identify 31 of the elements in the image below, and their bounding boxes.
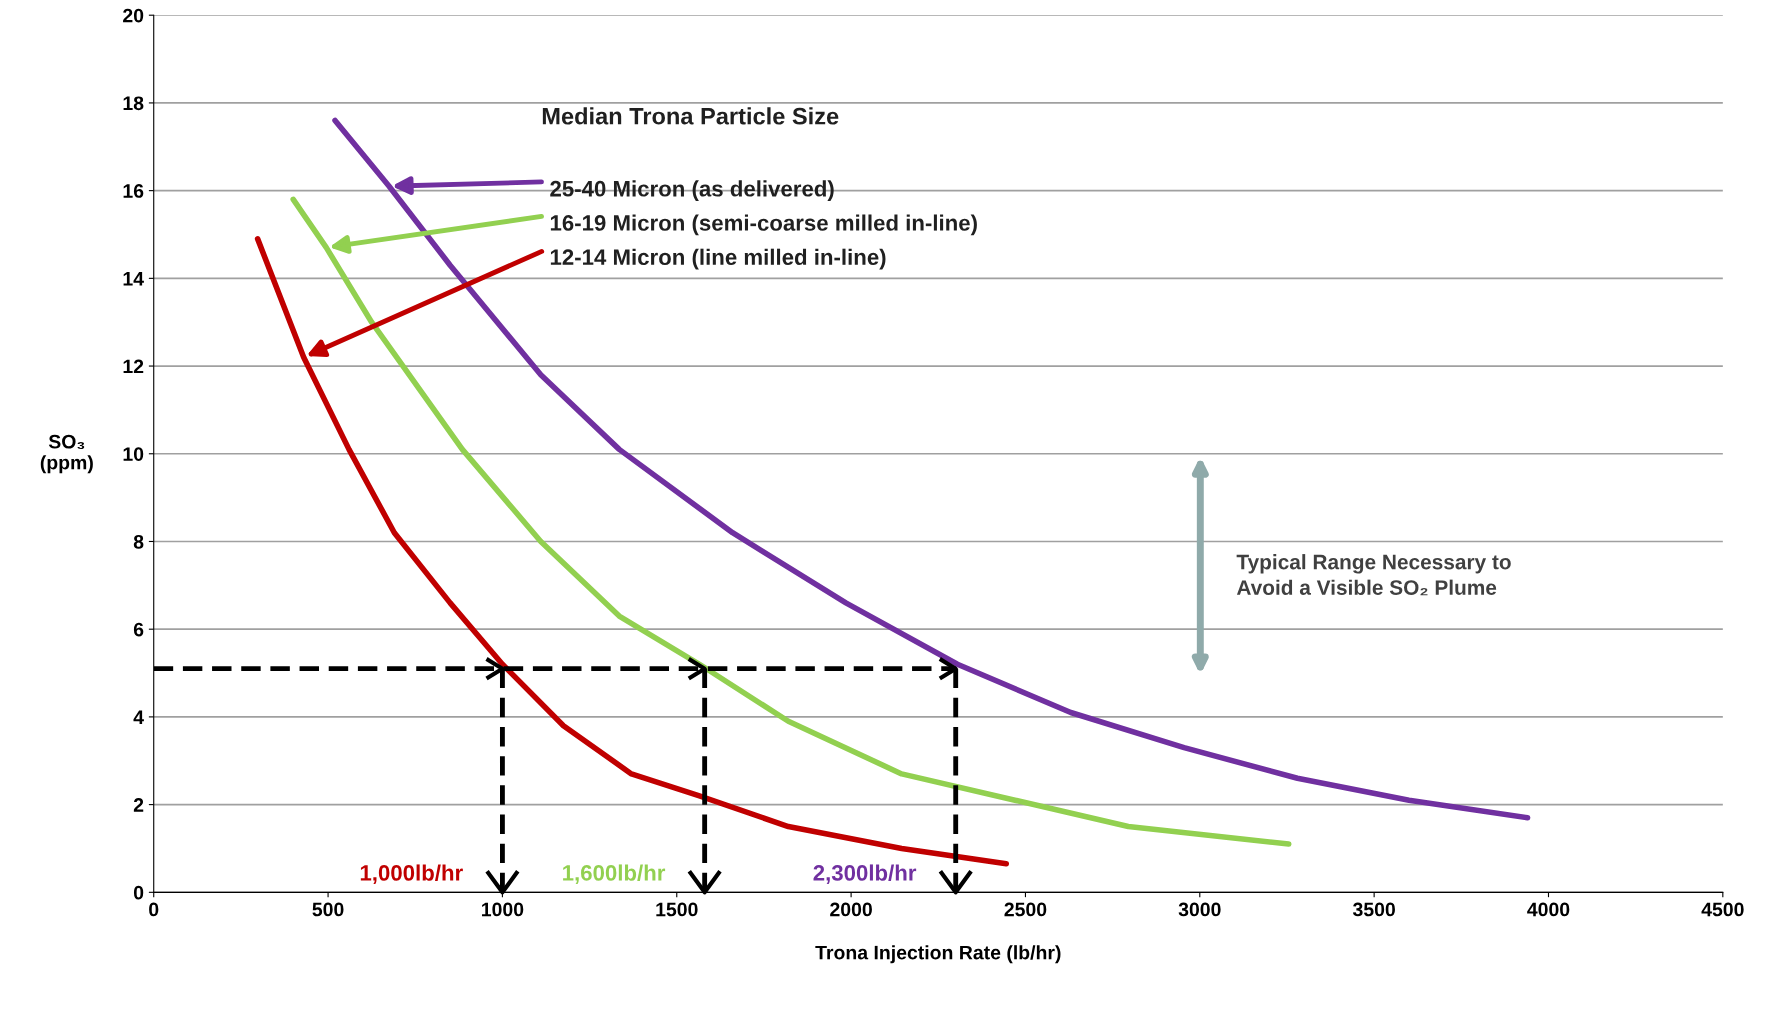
annotation: Typical Range Necessary to Avoid a Visible SO₂ Plume [1236,554,1511,596]
annotation: 12-14 Micron (line milled in-line) [550,248,886,270]
annotation: 25-40 Micron (as delivered) [550,180,834,201]
x-tick-label: 4500 [1701,902,1744,917]
y-tick-label: 2 [133,798,144,812]
annotation: 2,300lb/hr [813,864,917,884]
x-axis-title: Trona Injection Rate (lb/hr) [815,945,1061,964]
y-tick-label: 6 [133,622,144,637]
x-tick-label: 2000 [830,902,872,917]
x-tick-label: 1000 [482,902,524,917]
y-tick-label: 18 [123,96,144,111]
y-tick-label: 12 [123,359,144,374]
annotation: 1,000lb/hr [360,864,463,884]
y-tick-label: 16 [123,184,144,198]
x-tick-label: 3500 [1352,902,1395,917]
y-tick-label: 0 [133,885,144,900]
x-tick-label: 3000 [1178,902,1221,917]
annotation: 16-19 Micron (semi-coarse milled in-line) [550,214,977,236]
x-tick-label: 2500 [1004,902,1047,917]
y-tick-label: 10 [123,447,144,461]
x-tick-label: 4000 [1527,902,1570,917]
y-tick-label: 4 [133,710,144,724]
y-axis-title: SO₃ (ppm) [40,434,93,474]
annotation: 1,600lb/hr [563,864,666,884]
x-tick-label: 1500 [656,902,698,917]
y-tick-label: 14 [123,272,144,286]
x-tick-label: 0 [149,902,159,917]
y-tick-label: 8 [133,534,144,549]
annotation: Median Trona Particle Size [542,107,839,125]
y-tick-label: 20 [123,8,144,23]
x-tick-label: 500 [312,902,344,917]
